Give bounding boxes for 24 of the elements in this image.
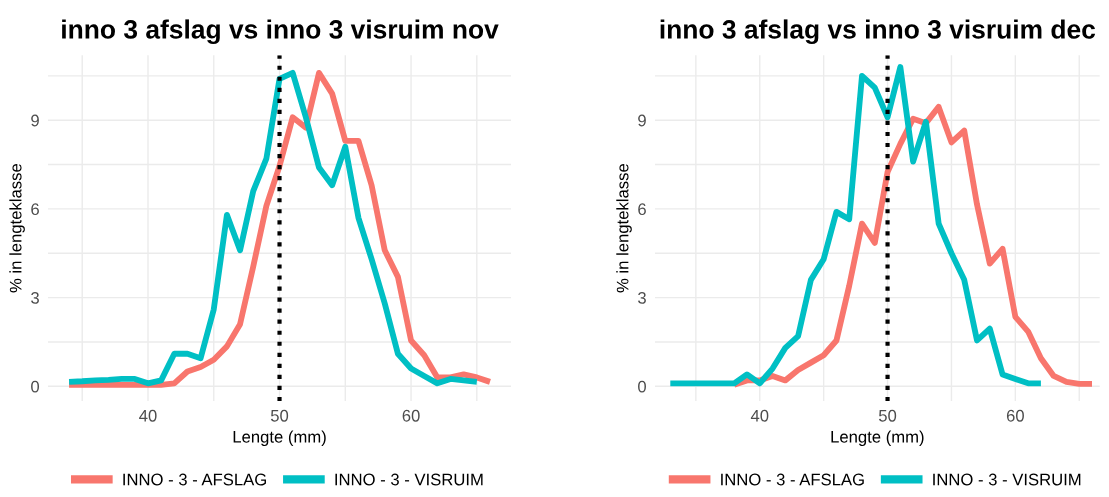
- x-axis-title: Lengte (mm): [831, 430, 924, 447]
- x-tick-label: 60: [1006, 409, 1024, 422]
- x-tick-label: 40: [750, 409, 769, 422]
- y-tick-label: 9: [31, 114, 39, 127]
- y-axis-title: % in lengteklasse: [616, 164, 632, 293]
- y-tick-label: 0: [31, 380, 40, 393]
- x-axis-title: Lengte (mm): [233, 430, 326, 447]
- y-tick-label: 6: [31, 203, 39, 216]
- x-tick-label: 50: [270, 409, 289, 422]
- chart-title: inno 3 afslag vs inno 3 visruim dec: [660, 19, 1096, 45]
- x-tick-label: 50: [878, 409, 897, 422]
- x-tick-label: 40: [139, 409, 157, 422]
- y-tick-label: 9: [638, 114, 646, 127]
- legend-label: INNO - 3 - AFSLAG: [721, 473, 864, 486]
- y-tick-label: 3: [31, 292, 39, 304]
- legend-label: INNO - 3 - VISRUIM: [933, 473, 1081, 486]
- y-tick-label: 6: [638, 203, 646, 216]
- chart-title: inno 3 afslag vs inno 3 visruim nov: [62, 19, 499, 45]
- y-tick-label: 3: [638, 292, 646, 304]
- legend-label: INNO - 3 - VISRUIM: [335, 473, 483, 486]
- legend-label: INNO - 3 - AFSLAG: [123, 473, 266, 486]
- x-tick-label: 60: [402, 409, 420, 422]
- y-tick-label: 0: [638, 380, 646, 393]
- y-axis-title: % in lengteklasse: [9, 164, 25, 293]
